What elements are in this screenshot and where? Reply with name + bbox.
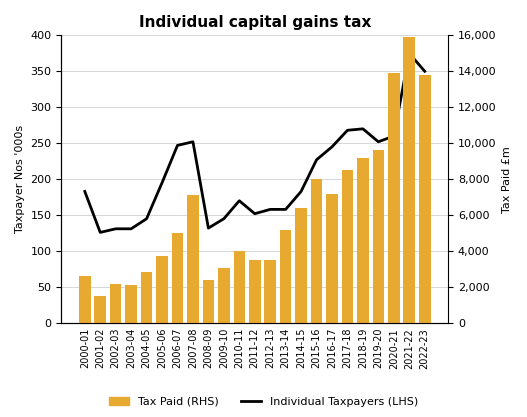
Bar: [388, 73, 399, 323]
Bar: [218, 268, 230, 323]
Bar: [125, 285, 137, 323]
Bar: [141, 272, 152, 323]
Bar: [419, 75, 431, 323]
Bar: [341, 170, 353, 323]
Bar: [373, 151, 384, 323]
Bar: [311, 179, 323, 323]
Bar: [79, 276, 91, 323]
Bar: [94, 296, 106, 323]
Bar: [357, 158, 369, 323]
Bar: [156, 256, 168, 323]
Legend: Tax Paid (RHS), Individual Taxpayers (LHS): Tax Paid (RHS), Individual Taxpayers (LH…: [104, 392, 423, 412]
Y-axis label: Taxpayer Nos '000s: Taxpayer Nos '000s: [15, 125, 25, 233]
Bar: [172, 233, 183, 323]
Bar: [202, 280, 214, 323]
Bar: [295, 208, 307, 323]
Bar: [110, 284, 122, 323]
Y-axis label: Tax Paid £m: Tax Paid £m: [502, 146, 512, 213]
Bar: [280, 229, 291, 323]
Bar: [404, 37, 415, 323]
Bar: [326, 193, 338, 323]
Bar: [265, 260, 276, 323]
Bar: [233, 251, 245, 323]
Bar: [249, 260, 260, 323]
Title: Individual capital gains tax: Individual capital gains tax: [139, 15, 371, 30]
Bar: [187, 195, 199, 323]
